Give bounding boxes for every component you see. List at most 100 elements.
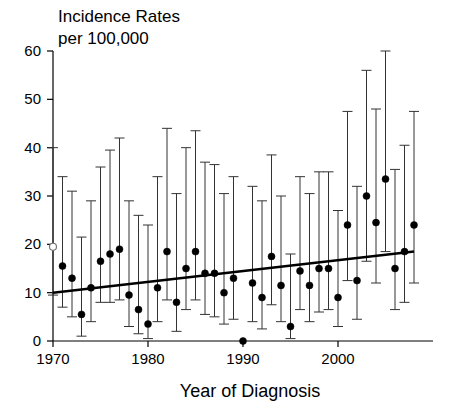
point	[78, 311, 85, 318]
error-bar	[314, 172, 324, 312]
point	[59, 263, 66, 270]
error-cap-high	[124, 200, 134, 201]
error-bar	[124, 201, 134, 327]
error-cap-high	[181, 147, 191, 148]
point	[325, 265, 332, 272]
x-tick	[52, 341, 53, 347]
point	[373, 219, 380, 226]
error-cap-high	[58, 176, 68, 177]
error-cap-low	[314, 312, 324, 313]
point	[344, 222, 351, 229]
point	[392, 265, 399, 272]
error-cap-low	[276, 321, 286, 322]
error-cap-low	[124, 326, 134, 327]
error-stem	[319, 172, 320, 312]
error-cap-high	[381, 51, 391, 52]
error-cap-low	[343, 280, 353, 281]
point	[126, 292, 133, 299]
error-cap-low	[286, 338, 296, 339]
error-cap-high	[134, 215, 144, 216]
point	[192, 248, 199, 255]
error-stem	[366, 70, 367, 261]
y-tick-label: 10	[24, 284, 41, 301]
point	[382, 176, 389, 183]
error-stem	[195, 131, 196, 300]
error-bar	[219, 194, 229, 325]
error-stem	[300, 177, 301, 310]
error-stem	[129, 201, 130, 327]
error-cap-high	[286, 254, 296, 255]
error-cap-low	[267, 304, 277, 305]
error-stem	[119, 138, 120, 300]
error-bar	[362, 70, 372, 261]
error-stem	[138, 215, 139, 333]
error-cap-low	[381, 251, 391, 252]
error-stem	[385, 51, 386, 252]
error-cap-high	[409, 111, 419, 112]
error-bar	[343, 111, 353, 280]
error-bar	[162, 128, 172, 300]
error-cap-low	[229, 319, 239, 320]
error-cap-low	[153, 321, 163, 322]
y-tick	[47, 340, 53, 341]
error-cap-high	[200, 162, 210, 163]
point	[401, 248, 408, 255]
error-stem	[414, 111, 415, 283]
title: Incidence Rates	[58, 7, 180, 26]
error-cap-low	[181, 309, 191, 310]
point	[249, 280, 256, 287]
error-bar	[181, 148, 191, 310]
error-bar	[153, 177, 163, 322]
point	[259, 294, 266, 301]
error-cap-low	[162, 299, 172, 300]
error-cap-high	[267, 154, 277, 155]
error-cap-low	[96, 302, 106, 303]
error-cap-high	[172, 193, 182, 194]
error-bar	[77, 237, 87, 336]
error-cap-low	[105, 302, 115, 303]
error-bar	[381, 51, 391, 252]
error-cap-low	[48, 295, 58, 296]
error-cap-low	[86, 321, 96, 322]
y-tick	[47, 195, 53, 196]
point	[297, 267, 304, 274]
error-cap-low	[400, 302, 410, 303]
error-cap-high	[67, 191, 77, 192]
y-tick-label: 50	[24, 90, 41, 107]
error-stem	[338, 211, 339, 327]
error-cap-low	[77, 336, 87, 337]
error-cap-high	[371, 109, 381, 110]
error-stem	[62, 177, 63, 307]
point	[173, 299, 180, 306]
error-bar	[115, 138, 125, 300]
error-cap-low	[219, 324, 229, 325]
x-tick-label: 2000	[321, 350, 354, 367]
point	[164, 248, 171, 255]
error-cap-high	[324, 171, 334, 172]
point	[230, 275, 237, 282]
error-bar	[210, 165, 220, 317]
point	[240, 338, 247, 345]
error-cap-high	[77, 237, 87, 238]
y-axis	[52, 51, 53, 341]
point	[316, 265, 323, 272]
error-cap-low	[172, 331, 182, 332]
error-cap-high	[86, 200, 96, 201]
y-tick	[47, 50, 53, 51]
error-cap-high	[352, 186, 362, 187]
error-bar	[324, 172, 334, 310]
y-tick-label: 0	[33, 332, 41, 349]
point	[268, 253, 275, 260]
point	[183, 265, 190, 272]
y-tick-label: 40	[24, 139, 41, 156]
error-bar	[191, 131, 201, 300]
error-cap-low	[67, 316, 77, 317]
error-cap-low	[191, 299, 201, 300]
error-stem	[395, 169, 396, 309]
x-tick-label: 1970	[36, 350, 69, 367]
error-cap-high	[305, 193, 315, 194]
error-bar	[248, 186, 258, 321]
error-bar	[352, 186, 362, 319]
point	[154, 284, 161, 291]
error-cap-high	[96, 167, 106, 168]
